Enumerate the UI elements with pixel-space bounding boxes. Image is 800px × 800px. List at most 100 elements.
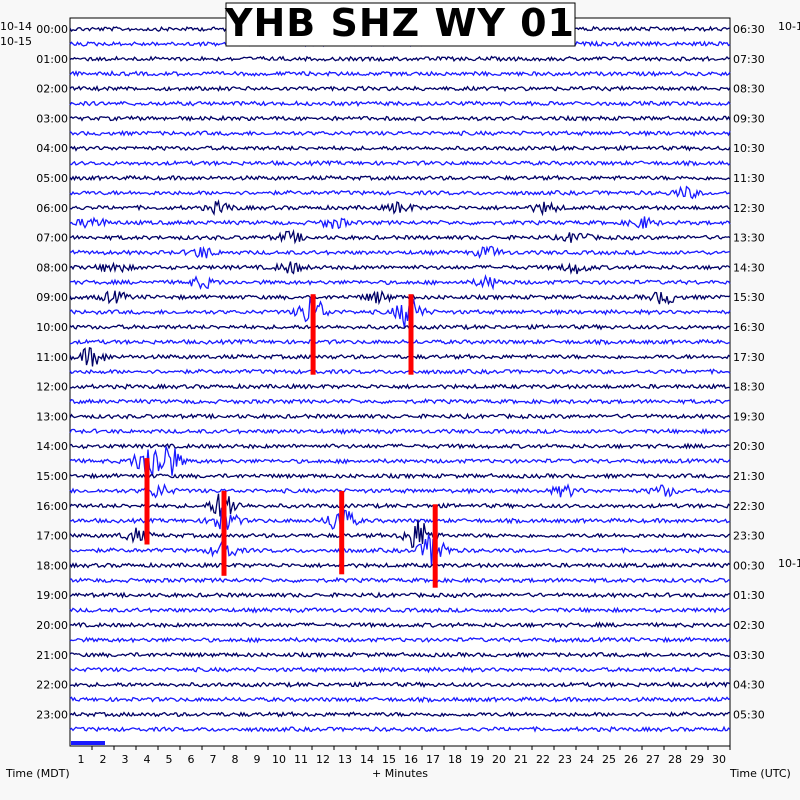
left-hour-label: 18:00 bbox=[36, 559, 68, 572]
right-hour-label: 04:30 bbox=[733, 679, 765, 692]
left-hour-label: 19:00 bbox=[36, 589, 68, 602]
x-tick-label: 11 bbox=[294, 753, 308, 766]
trace-line bbox=[69, 228, 731, 245]
x-tick-label: 3 bbox=[122, 753, 129, 766]
left-hour-label: 03:00 bbox=[36, 112, 68, 125]
trace-line bbox=[69, 297, 731, 328]
right-hour-label: 09:30 bbox=[733, 112, 765, 125]
right-hour-label: 06:30 bbox=[733, 23, 765, 36]
event-pick-marker bbox=[408, 294, 414, 375]
right-hour-label: 19:30 bbox=[733, 410, 765, 423]
left-hour-label: 04:00 bbox=[36, 142, 68, 155]
trace-line bbox=[69, 114, 731, 122]
x-tick-label: 5 bbox=[166, 753, 173, 766]
right-hour-label: 20:30 bbox=[733, 440, 765, 453]
left-hour-label: 17:00 bbox=[36, 530, 68, 543]
right-axis-title: Time (UTC) bbox=[729, 767, 791, 780]
trace-line bbox=[69, 442, 731, 450]
x-tick-label: 20 bbox=[492, 753, 506, 766]
event-pick-marker bbox=[221, 490, 227, 576]
right-hour-label: 02:30 bbox=[733, 619, 765, 632]
x-tick-label: 1 bbox=[78, 753, 85, 766]
left-hour-label: 11:00 bbox=[36, 351, 68, 364]
x-tick-label: 19 bbox=[470, 753, 484, 766]
x-tick-label: 15 bbox=[382, 753, 396, 766]
pick-group bbox=[144, 294, 438, 588]
right-hour-label: 16:30 bbox=[733, 321, 765, 334]
trace-line bbox=[69, 519, 731, 549]
x-tick-label: 30 bbox=[712, 753, 726, 766]
date-left-start: 10-15 bbox=[0, 35, 32, 48]
trace-line bbox=[69, 245, 731, 260]
right-hour-label: 07:30 bbox=[733, 53, 765, 66]
trace-line bbox=[69, 368, 731, 376]
x-tick-label: 28 bbox=[668, 753, 682, 766]
right-hour-label: 21:30 bbox=[733, 470, 765, 483]
trace-line bbox=[69, 427, 731, 435]
x-tick-label: 27 bbox=[646, 753, 660, 766]
left-hour-label: 21:00 bbox=[36, 649, 68, 662]
event-pick-marker bbox=[432, 504, 438, 588]
x-tick-label: 6 bbox=[188, 753, 195, 766]
x-tick-group: 1 2 3 4 5 6 7 8 9 10 11 12 13 14 15 16 17 18 19 20 21 22 23 24 2… bbox=[78, 746, 731, 766]
x-tick-label: 2 bbox=[100, 753, 107, 766]
left-hour-label: 13:00 bbox=[36, 410, 68, 423]
event-pick-marker bbox=[310, 294, 316, 375]
left-hour-label: 10:00 bbox=[36, 321, 68, 334]
x-tick-label: 23 bbox=[558, 753, 572, 766]
trace-group bbox=[69, 25, 731, 733]
trace-line bbox=[69, 55, 731, 63]
trace-line bbox=[69, 507, 731, 530]
date-right-mid: 10-1 bbox=[778, 557, 800, 570]
trace-line bbox=[69, 681, 731, 689]
x-tick-label: 26 bbox=[624, 753, 638, 766]
trace-line bbox=[69, 100, 731, 107]
trace-line bbox=[69, 129, 731, 138]
trace-line bbox=[69, 576, 731, 584]
hour-label-group: 00:00 01:00 02:00 03:00 04:00 05:00 06:00 07:00… bbox=[36, 23, 764, 721]
x-tick-label: 16 bbox=[404, 753, 418, 766]
x-tick-label: 9 bbox=[254, 753, 261, 766]
x-tick-label: 21 bbox=[514, 753, 528, 766]
trace-line bbox=[69, 666, 731, 674]
left-hour-label: 20:00 bbox=[36, 619, 68, 632]
left-hour-label: 05:00 bbox=[36, 172, 68, 185]
left-hour-label: 00:00 bbox=[36, 23, 68, 36]
trace-line bbox=[70, 382, 731, 390]
x-tick-label: 17 bbox=[426, 753, 440, 766]
right-hour-label: 18:30 bbox=[733, 381, 765, 394]
right-hour-label: 11:30 bbox=[733, 172, 765, 185]
trace-line bbox=[69, 493, 731, 517]
scale-bar bbox=[71, 741, 105, 745]
trace-line bbox=[69, 174, 731, 182]
left-hour-label: 16:00 bbox=[36, 500, 68, 513]
trace-line bbox=[69, 621, 731, 629]
right-hour-label: 17:30 bbox=[733, 351, 765, 364]
event-pick-marker bbox=[144, 458, 150, 545]
right-hour-label: 12:30 bbox=[733, 202, 765, 215]
left-hour-label: 06:00 bbox=[36, 202, 68, 215]
trace-line bbox=[69, 398, 731, 405]
trace-line bbox=[69, 636, 731, 644]
trace-line bbox=[69, 261, 731, 275]
right-hour-label: 01:30 bbox=[733, 589, 765, 602]
x-tick-label: 29 bbox=[690, 753, 704, 766]
title-box bbox=[225, 2, 576, 47]
x-tick-label: 18 bbox=[448, 753, 462, 766]
trace-line bbox=[69, 591, 731, 599]
trace-line bbox=[69, 472, 731, 480]
trace-line bbox=[69, 338, 731, 346]
x-axis-title: + Minutes bbox=[372, 767, 428, 780]
left-hour-label: 15:00 bbox=[36, 470, 68, 483]
left-hour-label: 08:00 bbox=[36, 261, 68, 274]
trace-line bbox=[69, 69, 731, 78]
trace-line bbox=[69, 85, 731, 92]
trace-line bbox=[69, 347, 731, 367]
trace-line bbox=[69, 651, 731, 659]
left-hour-label: 22:00 bbox=[36, 679, 68, 692]
trace-line bbox=[69, 533, 731, 566]
plot-area bbox=[69, 17, 731, 747]
event-pick-marker bbox=[339, 490, 345, 575]
left-hour-label: 14:00 bbox=[36, 440, 68, 453]
